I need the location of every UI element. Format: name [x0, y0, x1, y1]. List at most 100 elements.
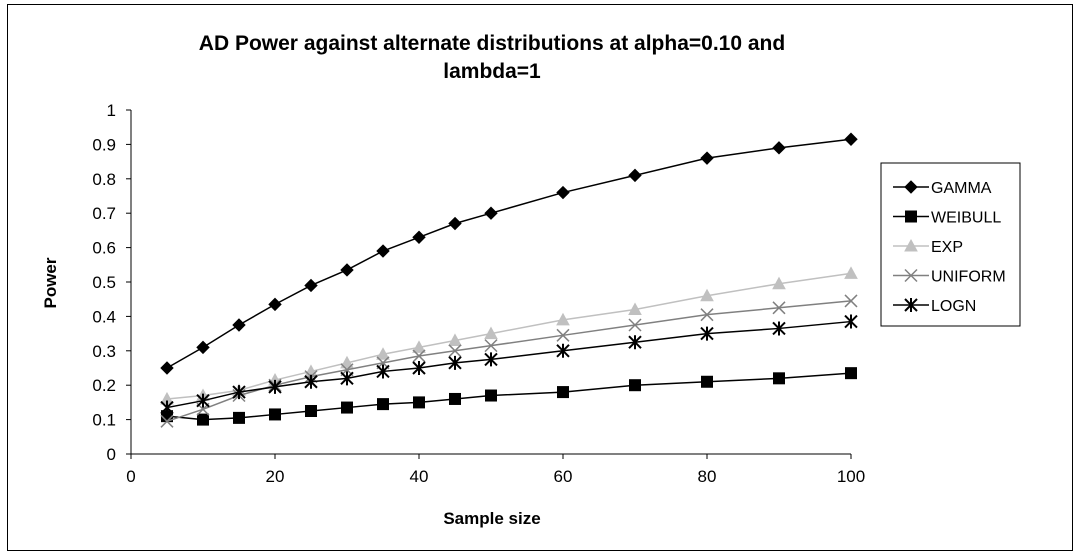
legend-label: EXP [931, 239, 963, 256]
legend-label: WEIBULL [931, 210, 1001, 227]
y-tick-label: 1 [107, 101, 116, 120]
data-point [340, 263, 354, 277]
data-point [340, 371, 354, 386]
chart-title-line2: lambda=1 [443, 60, 541, 83]
data-point [377, 398, 389, 411]
x-tick-label: 60 [554, 467, 573, 486]
y-axis-title: Power [41, 257, 60, 308]
data-point [448, 355, 462, 370]
data-point [160, 414, 174, 428]
data-point [233, 411, 245, 424]
data-point [412, 349, 426, 363]
data-point [376, 364, 390, 379]
data-point [773, 372, 785, 385]
data-point [844, 266, 858, 279]
data-point [556, 343, 570, 358]
data-point [556, 185, 570, 200]
data-point [197, 413, 209, 426]
data-point [412, 340, 426, 353]
data-point [629, 379, 641, 392]
data-point [484, 206, 498, 220]
data-point [700, 308, 714, 322]
data-point [412, 361, 426, 375]
data-point [232, 318, 246, 332]
data-point [268, 297, 282, 312]
data-point [628, 302, 642, 316]
legend-marker [904, 298, 918, 312]
data-point [413, 396, 425, 409]
x-tick-label: 100 [837, 467, 865, 486]
legend-label: UNIFORM [931, 269, 1006, 286]
data-point [341, 401, 353, 414]
legend-marker [904, 268, 918, 283]
legend-label: LOGN [931, 298, 976, 315]
data-point [304, 374, 318, 389]
x-axis-title: Sample size [443, 509, 540, 528]
legend-item-exp: EXP [893, 238, 963, 256]
data-point [628, 318, 642, 332]
data-point [376, 244, 390, 258]
data-point [845, 367, 857, 380]
y-tick-label: 0.4 [92, 307, 116, 326]
legend-item-logn: LOGN [893, 298, 976, 315]
series-weibull [161, 367, 857, 426]
x-tick-label: 40 [410, 467, 429, 486]
data-point [772, 301, 786, 315]
data-point [484, 339, 498, 353]
data-point [557, 386, 569, 399]
data-point [196, 393, 210, 408]
data-point [772, 276, 786, 290]
y-tick-label: 0.7 [92, 204, 116, 223]
plot-area: 0 0.1 0.2 0.3 0.4 0.5 0.6 0.7 0.8 0.9 1 0 20 40 60 80 10… [92, 101, 865, 486]
chart-title-line1: AD Power against alternate distributions… [199, 32, 785, 55]
legend-item-gamma: GAMMA [893, 180, 992, 197]
data-point [412, 230, 426, 244]
data-point [772, 321, 786, 336]
legend-items: GAMMA WEIBULL EXP UNIFORM LOGN [893, 180, 1006, 315]
legend-item-uniform: UNIFORM [893, 269, 1006, 286]
data-point [484, 352, 498, 367]
data-point [700, 326, 714, 341]
data-point [485, 389, 497, 402]
data-point [556, 312, 570, 326]
series-line [166, 300, 852, 423]
data-point [844, 314, 858, 329]
y-tick-label: 0.1 [92, 411, 116, 430]
legend: GAMMA WEIBULL EXP UNIFORM LOGN [880, 162, 1021, 327]
data-point [196, 340, 210, 355]
y-tick-label: 0 [107, 445, 116, 464]
data-point [484, 326, 498, 340]
data-point [340, 355, 354, 369]
data-point [449, 392, 461, 405]
data-point [304, 278, 318, 293]
data-point [844, 132, 858, 146]
data-point [844, 294, 858, 308]
data-point [448, 333, 462, 346]
data-point [269, 408, 281, 421]
data-point [160, 361, 174, 375]
data-point [556, 328, 570, 342]
data-point [232, 385, 246, 400]
x-tick-label: 0 [126, 467, 135, 486]
series-gamma [160, 132, 858, 375]
data-point [700, 151, 714, 165]
y-tick-label: 0.2 [92, 376, 116, 395]
data-point [376, 347, 390, 360]
data-point [628, 168, 642, 183]
series-exp [160, 266, 858, 405]
data-point [772, 141, 786, 155]
x-tick-label: 20 [266, 467, 285, 486]
x-tick-label: 80 [698, 467, 717, 486]
data-point [448, 344, 462, 358]
y-tick-label: 0.3 [92, 342, 116, 361]
y-tick-label: 0.9 [92, 135, 116, 154]
y-tick-label: 0.6 [92, 239, 116, 258]
data-point [701, 375, 713, 388]
legend-box [880, 162, 1021, 327]
series-logn [160, 314, 858, 415]
data-point [448, 216, 462, 231]
data-point [160, 400, 174, 415]
legend-marker [904, 238, 918, 252]
data-point [305, 405, 317, 417]
